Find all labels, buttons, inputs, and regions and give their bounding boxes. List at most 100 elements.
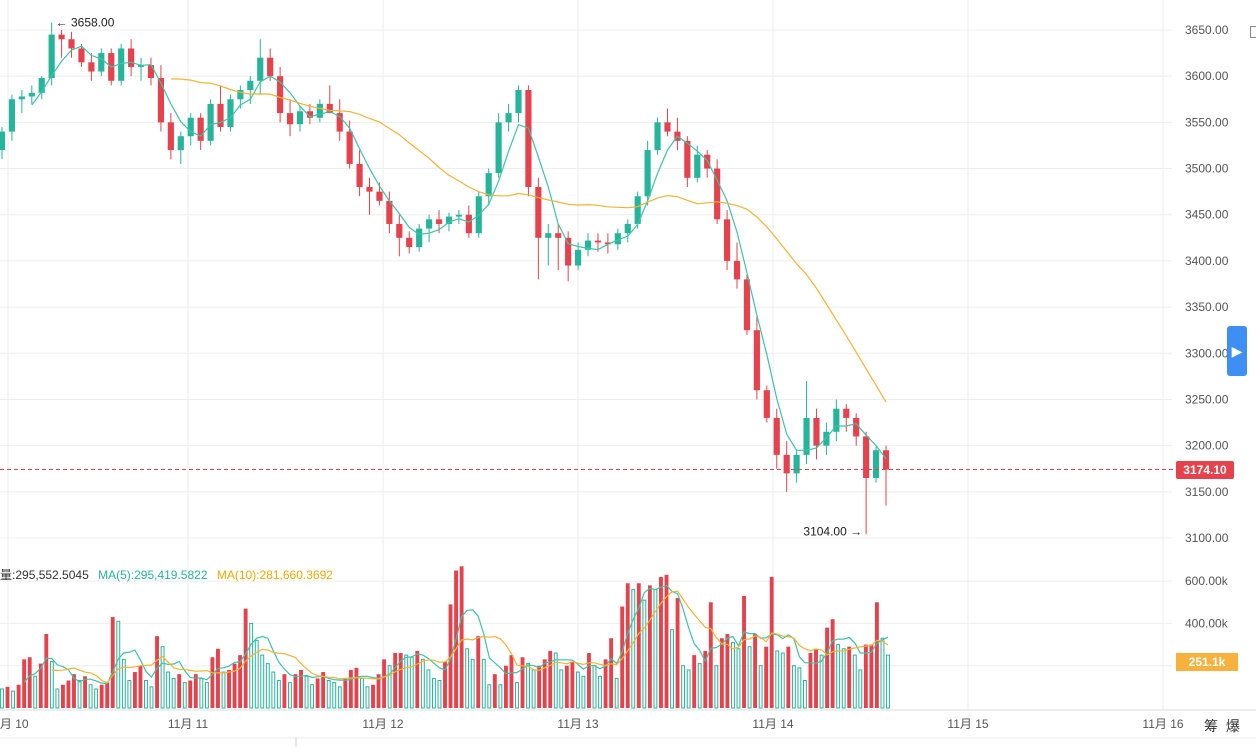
volume-bar <box>592 665 597 709</box>
volume-bar <box>72 674 76 708</box>
candle-body <box>783 454 790 474</box>
volume-bar <box>293 674 298 708</box>
volume-axis-tick: 400.00k <box>1185 616 1229 630</box>
volume-bar <box>332 682 337 709</box>
candle-body <box>336 113 343 132</box>
candle-body <box>406 237 413 248</box>
price-axis-tick: 3600.00 <box>1185 69 1229 83</box>
price-axis-tick: 3300.00 <box>1185 346 1229 360</box>
volume-bar <box>476 636 481 708</box>
candle-body <box>575 249 582 266</box>
liquidation-button[interactable]: 爆 <box>1225 718 1240 734</box>
volume-bar <box>531 669 536 709</box>
candle-body <box>763 390 770 418</box>
volume-bar <box>49 660 54 709</box>
volume-bar <box>847 646 852 708</box>
candle-body <box>167 122 174 151</box>
volume-bar <box>188 680 193 708</box>
volume-bar <box>614 677 619 709</box>
candle-body <box>723 219 731 261</box>
candle-body <box>346 131 353 164</box>
time-axis-tick: 11月 10 <box>0 717 29 731</box>
price-axis-tick: 3500.00 <box>1185 162 1229 176</box>
volume-bar <box>609 638 614 708</box>
volume-bar <box>869 644 874 708</box>
volume-bar <box>83 676 88 708</box>
volume-bar <box>288 682 292 709</box>
volume-bar <box>636 583 641 708</box>
candle-body <box>773 417 780 455</box>
price-ma-slow-line <box>170 78 887 403</box>
volume-bar <box>99 684 104 708</box>
volume-bar <box>387 665 392 709</box>
volume-bar <box>204 682 209 709</box>
volume-bar <box>127 680 132 709</box>
volume-bar <box>736 648 741 709</box>
volume-bar <box>559 669 564 709</box>
volume-bar <box>553 652 558 709</box>
side-panel-toggle-button[interactable]: ▶ <box>1227 326 1247 376</box>
volume-bar <box>359 677 364 709</box>
volume-bar <box>105 682 110 708</box>
price-axis-tick: 3450.00 <box>1185 208 1229 222</box>
volume-bar <box>66 680 71 708</box>
volume-bar <box>814 648 818 708</box>
volume-bar <box>382 659 387 708</box>
chip-distribution-button[interactable]: 筹 <box>1204 718 1218 734</box>
volume-bar <box>33 675 38 709</box>
time-axis-tick: 11月 14 <box>752 717 793 731</box>
candle-body <box>98 53 105 72</box>
volume-bar <box>802 680 807 709</box>
candle-body <box>525 90 532 188</box>
candle-body <box>88 62 95 72</box>
volume-bar <box>315 678 320 708</box>
volume-bar <box>116 620 121 709</box>
candle-body <box>753 330 760 391</box>
candle-body <box>416 228 423 248</box>
candle-body <box>843 408 850 418</box>
volume-bar <box>747 646 752 709</box>
volume-bar <box>598 675 602 709</box>
candle-body <box>455 214 462 217</box>
candle-body <box>863 436 870 478</box>
volume-bar <box>492 674 497 708</box>
volume-bar <box>874 602 879 708</box>
volume-bar <box>670 629 674 709</box>
candle-body <box>277 76 284 114</box>
candle-body <box>872 450 880 478</box>
volume-bar <box>498 684 503 709</box>
time-axis-tick: 11月 16 <box>1142 717 1183 731</box>
candle-body <box>0 131 6 151</box>
volume-bar <box>426 669 431 709</box>
volume-bar <box>775 650 780 709</box>
volume-bar <box>719 638 724 708</box>
candle-body <box>257 57 264 81</box>
volume-bar <box>276 680 281 709</box>
candle-body <box>48 34 55 79</box>
volume-bar <box>11 690 16 709</box>
candle-body <box>78 48 85 63</box>
volume-bar <box>77 680 82 709</box>
volume-bar <box>653 589 658 709</box>
volume-bar <box>791 665 796 709</box>
volume-bar <box>714 665 719 709</box>
volume-bar <box>587 653 591 708</box>
fullscreen-icon[interactable] <box>1250 26 1256 38</box>
volume-bar <box>620 606 625 708</box>
volume-bar <box>880 637 885 709</box>
candle-body <box>853 417 860 437</box>
volume-bar <box>365 686 370 709</box>
volume-bar <box>708 602 713 708</box>
volume-bar <box>16 684 21 708</box>
price-axis-tick: 3150.00 <box>1185 485 1229 499</box>
volume-bar <box>404 654 409 709</box>
volume-bar <box>697 663 702 709</box>
volume-bar <box>310 684 315 709</box>
candle-body <box>8 99 16 132</box>
candle-body <box>306 111 313 118</box>
candle-body <box>157 78 165 123</box>
candle-body <box>296 111 304 125</box>
volume-bar <box>182 682 187 709</box>
candle-body <box>545 233 552 238</box>
